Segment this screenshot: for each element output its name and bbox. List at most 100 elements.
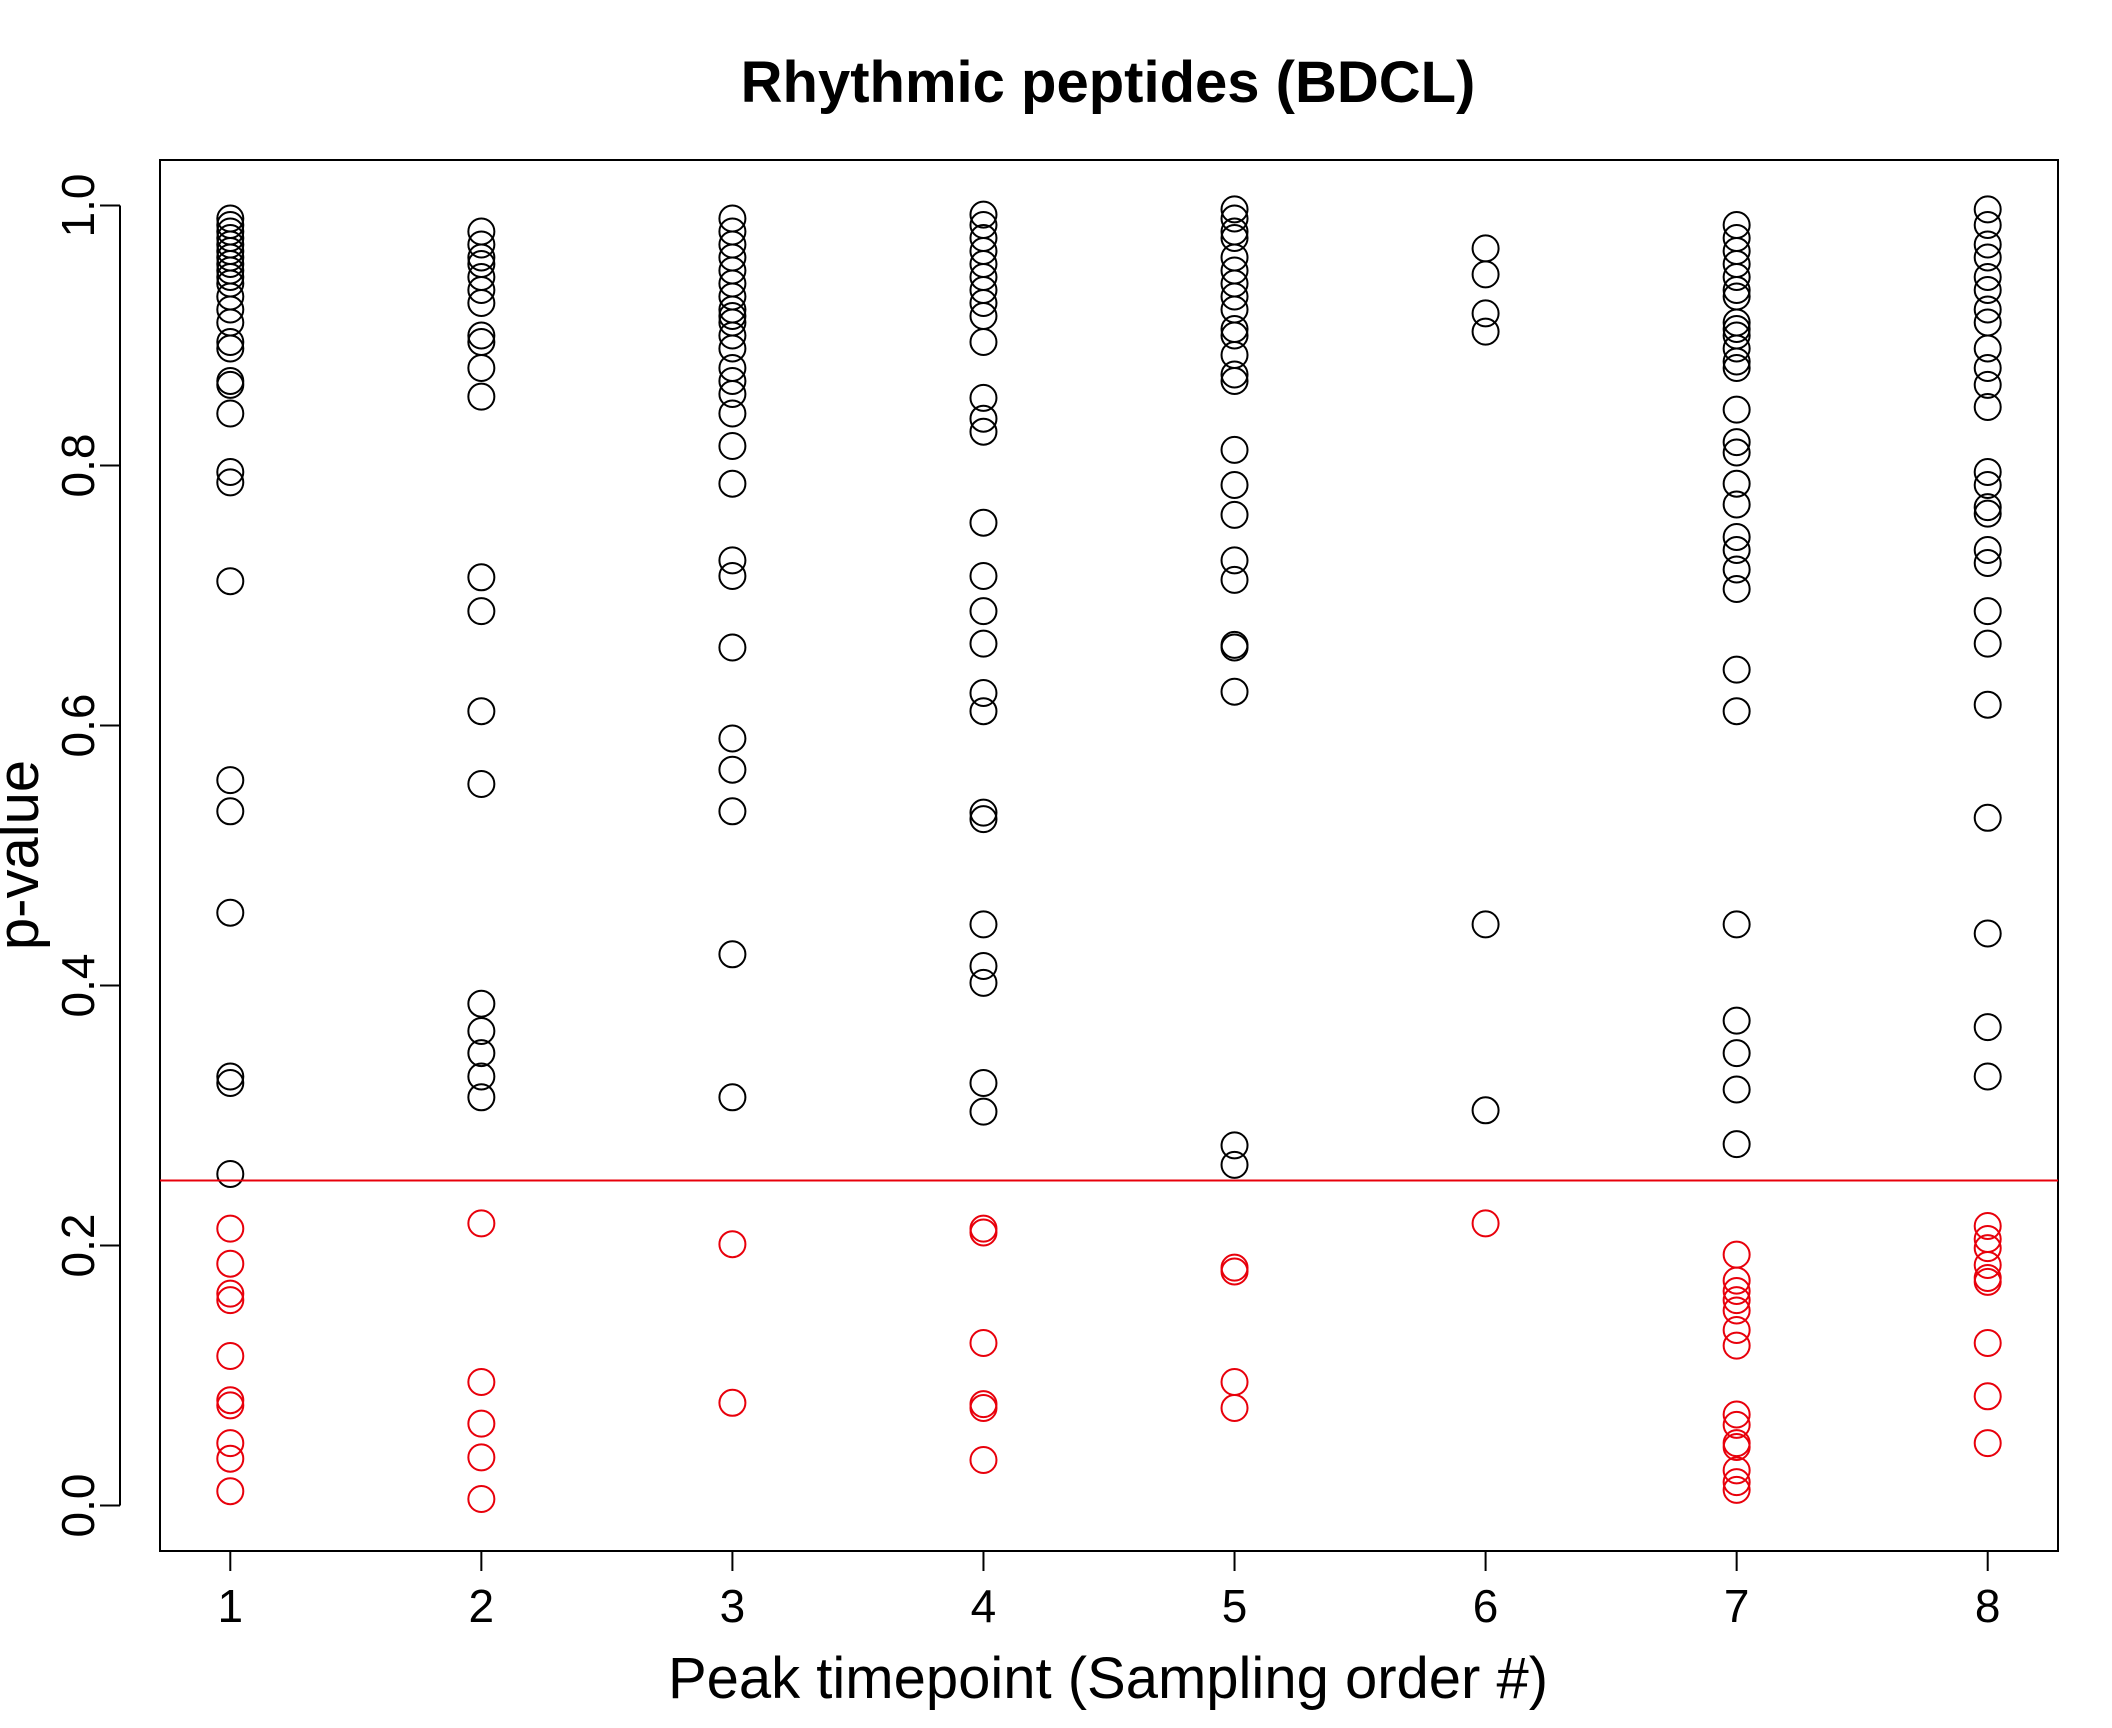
data-point [1973,1234,2002,1263]
data-point [969,697,998,726]
data-point [216,1214,245,1243]
data-point [216,567,245,596]
data-point [718,302,747,330]
data-point [216,1391,245,1420]
y-axis-label: p-value [0,760,51,950]
data-point [467,1017,496,1045]
data-point [969,289,998,317]
data-point [216,334,245,363]
x-tick-label: 5 [1222,1580,1248,1632]
data-point [1722,1433,1751,1461]
data-point [718,1230,747,1259]
data-point [1722,655,1751,684]
data-point [718,797,747,826]
data-point [1973,230,2002,259]
data-point [216,1069,245,1097]
data-point [1722,315,1751,343]
data-point [1973,1013,2002,1042]
data-point [969,1097,998,1126]
data-point [1722,910,1751,939]
data-point [718,724,747,753]
data-point [1722,523,1751,551]
data-point [216,1279,245,1308]
data-point [1722,1039,1751,1068]
data-point [969,328,998,356]
data-point [718,432,747,460]
x-tick-label: 2 [469,1580,495,1632]
data-point [718,321,747,350]
y-tick-label: 0.0 [52,1474,104,1538]
data-point [1471,260,1500,289]
data-point [1973,1382,2002,1411]
data-point [1220,565,1249,594]
data-point [718,562,747,590]
y-tick-label: 0.2 [52,1214,104,1278]
data-point [467,1083,496,1112]
data-point [718,546,747,575]
data-point [216,1429,245,1458]
data-point [1722,1286,1751,1315]
data-point [1722,354,1751,382]
data-point [969,1446,998,1474]
data-point [1722,1075,1751,1104]
data-point [216,1386,245,1415]
data-point [467,289,496,317]
data-point [1220,282,1249,311]
data-point [467,1409,496,1438]
data-point [1973,334,2002,363]
data-point [969,952,998,980]
data-point [1973,1429,2002,1458]
data-point [1973,295,2002,324]
data-point [467,989,496,1018]
data-point [1722,438,1751,467]
data-point [1973,919,2002,948]
data-point [1722,1475,1751,1504]
data-point [1973,690,2002,719]
data-point [1220,204,1249,233]
data-point [1973,471,2002,499]
data-point [467,354,496,382]
data-point [216,250,245,278]
data-point [1973,354,2002,382]
data-point [1220,224,1249,252]
data-point [467,1485,496,1513]
data-point [718,633,747,662]
data-point [1722,1296,1751,1325]
data-point [718,334,747,363]
data-point [1471,317,1500,346]
data-point [1471,299,1500,328]
data-point [969,968,998,997]
data-point [216,1160,245,1188]
data-point [1973,1267,2002,1296]
x-tick-label: 4 [971,1580,997,1632]
data-point [1220,546,1249,575]
data-point [1722,536,1751,564]
data-point [1973,499,2002,528]
data-point [969,1394,998,1422]
data-point [1722,347,1751,376]
y-axis: 0.0 0.2 0.4 0.6 0.8 1.0 [52,174,121,1538]
data-point [1220,1131,1249,1160]
data-point [1973,211,2002,239]
data-point [1722,1331,1751,1360]
data-point [718,380,747,408]
data-point [216,1062,245,1091]
data-point [969,383,998,412]
data-point [1973,276,2002,304]
data-point [1220,633,1249,662]
data-point [1722,575,1751,603]
data-point [467,321,496,350]
data-point [216,295,245,324]
x-tick-label: 8 [1975,1580,2001,1632]
data-point [467,1062,496,1091]
data-point [216,898,245,927]
data-point [1722,1400,1751,1429]
data-point [1722,490,1751,519]
data-points [216,195,2002,1513]
x-axis-label: Peak timepoint (Sampling order #) [668,1646,1548,1711]
data-point [718,367,747,395]
data-point [1973,1062,2002,1091]
data-point [1722,1456,1751,1485]
